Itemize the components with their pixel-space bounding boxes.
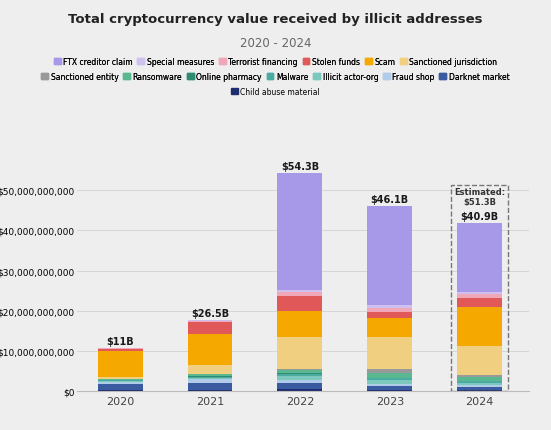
Bar <box>187 320 233 321</box>
Bar <box>278 369 322 370</box>
Bar <box>98 390 143 391</box>
Bar <box>98 379 143 380</box>
Bar <box>457 387 502 390</box>
Bar <box>187 335 233 366</box>
Text: $26.5B: $26.5B <box>191 308 229 318</box>
Bar <box>457 223 502 293</box>
Bar <box>278 296 322 311</box>
Bar <box>368 319 412 337</box>
Bar <box>457 307 502 347</box>
Bar <box>187 379 233 383</box>
Bar <box>368 309 412 312</box>
Bar <box>98 381 143 382</box>
Bar <box>187 366 233 374</box>
Bar <box>278 376 322 380</box>
Text: $40.9B: $40.9B <box>461 212 499 221</box>
Bar <box>187 383 233 390</box>
Bar <box>278 374 322 376</box>
Bar <box>187 375 233 376</box>
Bar <box>368 390 412 391</box>
Legend: Sanctioned entity, Ransomware, Online pharmacy, Malware, Illicit actor-org, Frau: Sanctioned entity, Ransomware, Online ph… <box>41 73 510 82</box>
Bar <box>368 206 412 305</box>
Text: $11B: $11B <box>106 336 134 346</box>
Bar <box>457 383 502 385</box>
Bar <box>457 347 502 375</box>
Bar <box>187 377 233 378</box>
Bar <box>368 381 412 384</box>
Legend: FTX creditor claim, Special measures, Terrorist financing, Stolen funds, Scam, S: FTX creditor claim, Special measures, Te… <box>53 58 498 67</box>
Text: $46.1B: $46.1B <box>371 194 409 204</box>
Text: Total cryptocurrency value received by illicit addresses: Total cryptocurrency value received by i… <box>68 13 483 26</box>
Bar <box>278 370 322 373</box>
Bar <box>368 373 412 378</box>
Bar <box>187 321 233 322</box>
Bar <box>368 386 412 390</box>
Text: 2020 - 2024: 2020 - 2024 <box>240 37 311 49</box>
Legend: Child abuse material: Child abuse material <box>231 88 320 97</box>
Bar <box>278 383 322 389</box>
Bar <box>187 322 233 335</box>
Bar <box>368 305 412 309</box>
Bar <box>278 373 322 374</box>
Bar <box>98 384 143 390</box>
Bar <box>187 378 233 379</box>
Bar <box>457 293 502 295</box>
Bar <box>98 382 143 384</box>
Bar <box>457 298 502 307</box>
Bar <box>98 377 143 379</box>
Bar <box>368 369 412 373</box>
Bar <box>278 389 322 391</box>
Bar <box>187 390 233 391</box>
Text: $54.3B: $54.3B <box>281 162 319 172</box>
Bar <box>278 174 322 290</box>
Bar <box>368 337 412 369</box>
Bar <box>368 312 412 319</box>
Bar <box>278 292 322 296</box>
Bar <box>278 311 322 338</box>
Bar <box>457 381 502 383</box>
Bar <box>457 390 502 391</box>
Text: Estimated:
$51.3B: Estimated: $51.3B <box>454 187 505 207</box>
Bar <box>457 385 502 387</box>
Bar <box>278 290 322 292</box>
Bar <box>278 338 322 369</box>
Bar <box>278 380 322 383</box>
Bar <box>368 378 412 381</box>
Bar <box>457 377 502 381</box>
Bar <box>368 384 412 386</box>
Bar <box>187 374 233 375</box>
Bar <box>98 351 143 377</box>
Bar <box>457 375 502 377</box>
Bar <box>98 349 143 351</box>
Bar <box>457 295 502 298</box>
